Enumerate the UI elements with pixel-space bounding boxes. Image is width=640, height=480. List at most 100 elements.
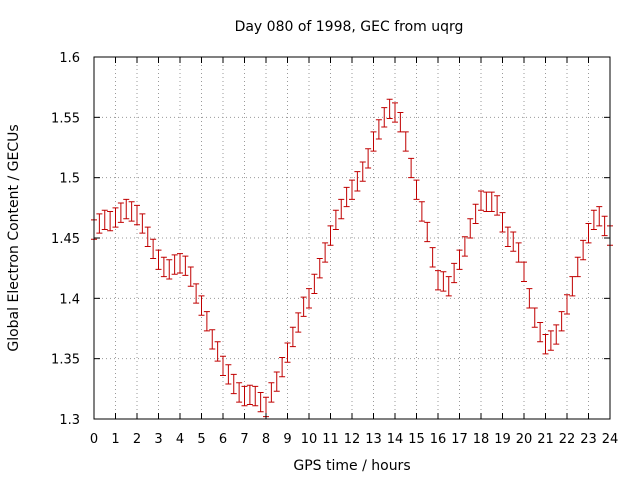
data-point-errorbar bbox=[349, 179, 355, 200]
data-point-errorbar bbox=[306, 288, 312, 309]
x-tick-label: 14 bbox=[387, 432, 404, 447]
data-point-errorbar bbox=[564, 294, 570, 315]
data-point-errorbar bbox=[230, 373, 237, 395]
grid bbox=[94, 57, 610, 419]
data-point-errorbar bbox=[510, 231, 517, 252]
data-point-errorbar bbox=[590, 209, 597, 231]
y-tick-label: 1.45 bbox=[51, 232, 80, 247]
data-point-errorbar bbox=[418, 201, 425, 222]
x-tick-label: 18 bbox=[473, 432, 490, 447]
data-point-errorbar bbox=[284, 342, 291, 363]
data-point-errorbar bbox=[177, 253, 183, 274]
data-point-errorbar bbox=[531, 307, 538, 328]
data-point-errorbar bbox=[521, 261, 527, 282]
data-point-errorbar bbox=[354, 171, 361, 192]
data-point-errorbar bbox=[478, 190, 484, 211]
data-point-errorbar bbox=[483, 191, 490, 212]
data-point-errorbar bbox=[107, 210, 114, 232]
x-tick-label: 19 bbox=[494, 432, 511, 447]
x-tick-label: 20 bbox=[516, 432, 533, 447]
data-point-errorbar bbox=[214, 341, 221, 362]
data-point-errorbar bbox=[456, 249, 463, 270]
x-tick-label: 23 bbox=[580, 432, 597, 447]
data-point-errorbar bbox=[101, 209, 108, 231]
x-tick-label: 7 bbox=[240, 432, 248, 447]
data-point-errorbar bbox=[171, 254, 178, 275]
data-point-errorbar bbox=[451, 262, 458, 284]
data-point-errorbar bbox=[134, 204, 140, 226]
data-point-errorbar bbox=[187, 266, 194, 287]
data-point-errorbar bbox=[123, 198, 130, 220]
data-point-errorbar bbox=[461, 236, 468, 257]
data-point-errorbar bbox=[440, 271, 447, 292]
data-point-errorbar bbox=[225, 364, 232, 385]
plot-frame bbox=[93, 56, 611, 420]
y-tick-label: 1.5 bbox=[59, 172, 80, 187]
data-point-errorbar bbox=[322, 242, 329, 263]
x-tick-label: 10 bbox=[301, 432, 318, 447]
data-point-errorbar bbox=[311, 273, 318, 295]
data-point-errorbar bbox=[408, 157, 415, 179]
data-point-errorbar bbox=[236, 382, 243, 403]
x-tick-label: 2 bbox=[133, 432, 141, 447]
axes: 0 1 2 3 4 5 6 7 8 9 10 11 12 13 14 15 16 17 18 19 20 21 22 23 24… bbox=[51, 51, 618, 447]
data-point-errorbar bbox=[585, 223, 592, 244]
x-tick-label: 17 bbox=[451, 432, 468, 447]
data-point-errorbar bbox=[467, 218, 474, 239]
data-point-errorbar bbox=[569, 276, 576, 297]
y-tick-label: 1.4 bbox=[59, 292, 80, 307]
data-point-errorbar bbox=[488, 191, 495, 212]
data-point-errorbar bbox=[139, 213, 146, 234]
data-point-errorbar bbox=[375, 119, 382, 140]
data-point-errorbar bbox=[316, 258, 323, 279]
data-point-errorbar bbox=[112, 207, 119, 228]
data-point-errorbar bbox=[193, 283, 200, 304]
chart-title: Day 080 of 1998, GEC from uqrg bbox=[235, 19, 464, 35]
data-point-errorbar bbox=[370, 131, 377, 152]
data-point-errorbar bbox=[273, 371, 280, 392]
data-point-errorbar bbox=[472, 203, 479, 225]
x-tick-label: 0 bbox=[90, 432, 98, 447]
x-tick-label: 9 bbox=[283, 432, 291, 447]
data-point-errorbar bbox=[96, 213, 103, 234]
data-point-errorbar bbox=[327, 225, 334, 246]
data-point-errorbar bbox=[166, 259, 173, 280]
data-point-errorbar bbox=[558, 311, 565, 332]
data-point-errorbar bbox=[279, 356, 286, 378]
x-tick-label: 6 bbox=[219, 432, 227, 447]
x-tick-label: 8 bbox=[262, 432, 270, 447]
data-point-errorbar bbox=[601, 215, 608, 237]
data-point-errorbar bbox=[413, 179, 420, 200]
data-point-errorbar bbox=[209, 329, 216, 350]
x-tick-label: 22 bbox=[559, 432, 576, 447]
data-point-errorbar bbox=[596, 206, 603, 227]
x-tick-label: 11 bbox=[322, 432, 339, 447]
data-point-errorbar bbox=[429, 247, 436, 268]
data-point-errorbar bbox=[392, 102, 398, 123]
x-tick-label: 12 bbox=[344, 432, 361, 447]
data-point-errorbar bbox=[128, 201, 135, 222]
data-point-errorbar bbox=[289, 326, 296, 348]
x-tick-label: 3 bbox=[154, 432, 162, 447]
data-point-errorbar bbox=[257, 391, 264, 413]
data-point-errorbar bbox=[295, 312, 302, 333]
data-point-errorbar bbox=[203, 311, 210, 332]
data-point-errorbar bbox=[424, 221, 431, 243]
data-point-errorbar bbox=[268, 382, 275, 403]
data-point-errorbar bbox=[155, 249, 162, 270]
data-point-errorbar bbox=[343, 186, 350, 208]
y-tick-label: 1.6 bbox=[59, 51, 80, 66]
data-point-errorbar bbox=[359, 161, 366, 182]
x-tick-label: 15 bbox=[408, 432, 425, 447]
data-point-errorbar bbox=[580, 239, 587, 261]
data-point-errorbar bbox=[300, 296, 307, 317]
data-point-errorbar bbox=[526, 288, 533, 309]
data-point-errorbar bbox=[365, 148, 372, 169]
x-tick-label: 21 bbox=[537, 432, 554, 447]
data-point-errorbar bbox=[553, 324, 560, 345]
data-point-errorbar bbox=[117, 202, 124, 223]
data-point-errorbar bbox=[241, 385, 248, 407]
data-point-errorbar bbox=[160, 256, 167, 278]
data-point-errorbar bbox=[252, 385, 259, 407]
